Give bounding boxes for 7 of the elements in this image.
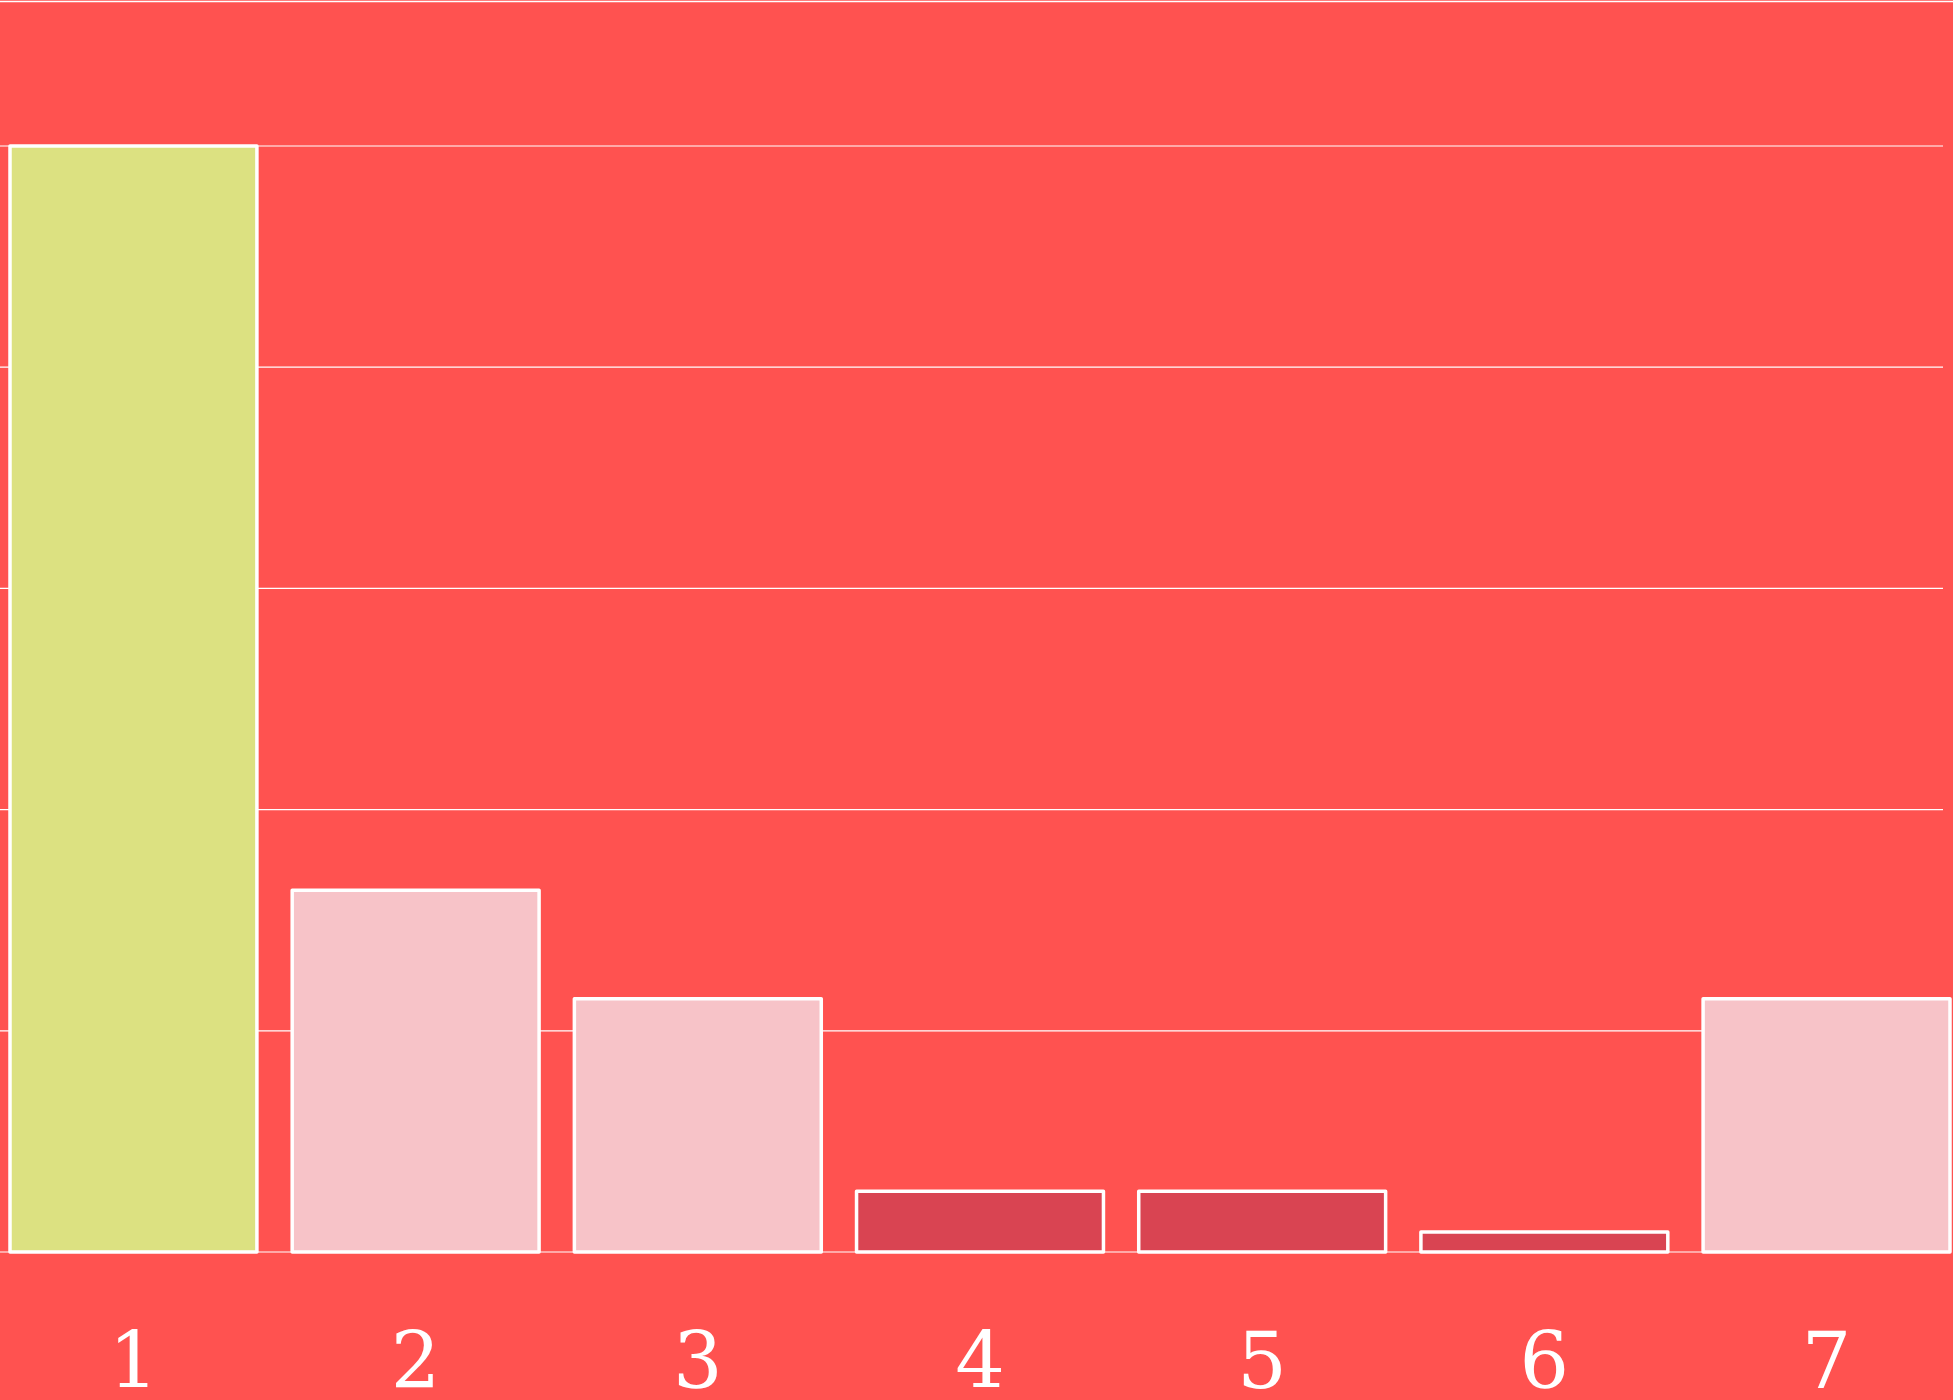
x-tick-label: 5 [1237,1316,1287,1400]
x-tick-label: 6 [1519,1316,1570,1400]
x-tick-label: 3 [673,1316,723,1400]
x-tick-label: 2 [390,1316,441,1400]
x-tick-label: 1 [108,1316,159,1400]
x-tick-label: 4 [955,1316,1005,1400]
x-tick-label: 7 [1801,1316,1852,1400]
